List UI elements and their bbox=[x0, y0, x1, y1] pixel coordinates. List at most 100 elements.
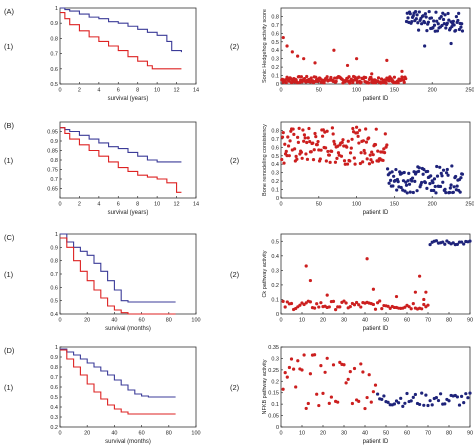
data-point-blue bbox=[457, 27, 462, 32]
data-point-red bbox=[334, 79, 338, 83]
x-tick-label: 30 bbox=[341, 431, 347, 437]
data-point-red bbox=[350, 401, 354, 406]
row-label: (A) bbox=[4, 7, 15, 16]
data-point-red bbox=[296, 140, 300, 144]
data-point-red bbox=[422, 302, 426, 307]
y-axis-label: Bone remodeling consistency bbox=[262, 124, 268, 196]
data-point-red bbox=[287, 154, 291, 158]
data-point-blue bbox=[423, 21, 427, 25]
data-point-red bbox=[336, 400, 340, 404]
data-point-red bbox=[362, 148, 366, 153]
data-point-blue bbox=[447, 399, 451, 403]
data-point-blue bbox=[395, 188, 399, 192]
data-point-red bbox=[280, 157, 284, 162]
data-point-blue bbox=[456, 18, 460, 23]
x-tick-label: 60 bbox=[139, 431, 145, 437]
data-point-red bbox=[313, 353, 317, 357]
data-point-red bbox=[365, 157, 369, 161]
x-tick-label: 20 bbox=[84, 318, 90, 324]
data-point-blue bbox=[402, 170, 406, 175]
y-tick-label: 0.8 bbox=[50, 365, 58, 371]
x-tick-label: 20 bbox=[320, 318, 326, 324]
data-point-blue bbox=[403, 401, 407, 405]
data-point-red bbox=[382, 147, 386, 151]
data-point-red bbox=[388, 306, 392, 310]
data-point-blue bbox=[387, 181, 391, 185]
data-point-blue bbox=[423, 12, 427, 16]
data-point-red bbox=[361, 139, 366, 143]
data-point-red bbox=[383, 132, 387, 136]
y-tick-label: 0.6 bbox=[50, 285, 58, 291]
data-point-blue bbox=[446, 11, 450, 16]
data-point-red bbox=[400, 75, 404, 79]
y-tick-label: 0.4 bbox=[271, 48, 279, 54]
data-point-red bbox=[328, 160, 332, 164]
data-point-red bbox=[329, 75, 333, 80]
y-tick-label: 0.9 bbox=[50, 21, 58, 27]
x-tick-label: 150 bbox=[390, 202, 399, 208]
data-point-red bbox=[330, 126, 335, 130]
data-point-red bbox=[319, 148, 323, 152]
data-point-red bbox=[376, 149, 380, 153]
x-tick-label: 60 bbox=[139, 318, 145, 324]
data-point-blue bbox=[415, 189, 419, 193]
data-point-red bbox=[283, 142, 287, 146]
data-point-blue bbox=[406, 179, 410, 183]
data-point-blue bbox=[418, 402, 422, 407]
data-point-blue bbox=[446, 173, 450, 177]
data-point-red bbox=[352, 156, 356, 160]
y-tick-label: 0.6 bbox=[50, 67, 58, 73]
data-point-blue bbox=[454, 15, 458, 19]
y-tick-label: 0 bbox=[276, 312, 279, 318]
data-point-red bbox=[281, 299, 285, 303]
data-point-red bbox=[411, 302, 415, 306]
data-point-red bbox=[359, 151, 363, 155]
y-tick-label: 0.7 bbox=[50, 52, 58, 58]
y-tick-label: 0.9 bbox=[50, 355, 58, 361]
data-point-blue bbox=[468, 239, 472, 243]
data-point-red bbox=[380, 307, 384, 311]
data-point-blue bbox=[439, 171, 443, 176]
data-point-blue bbox=[407, 182, 412, 186]
data-point-blue bbox=[459, 176, 463, 180]
data-point-red bbox=[319, 364, 323, 368]
data-point-red bbox=[312, 148, 316, 152]
data-point-blue bbox=[450, 24, 454, 29]
survival-curve-red bbox=[60, 12, 182, 70]
x-tick-label: 80 bbox=[446, 318, 452, 324]
data-point-red bbox=[314, 135, 318, 139]
y-tick-label: 0.9 bbox=[50, 245, 58, 251]
data-point-red bbox=[357, 75, 361, 79]
x-tick-label: 200 bbox=[428, 88, 437, 94]
panel-label: (1) bbox=[4, 383, 14, 392]
x-tick-label: 0 bbox=[279, 202, 282, 208]
data-point-red bbox=[336, 144, 340, 148]
data-point-blue bbox=[405, 191, 409, 195]
data-point-red bbox=[387, 79, 391, 83]
data-point-red bbox=[345, 145, 349, 149]
data-point-red bbox=[367, 136, 371, 140]
data-point-red bbox=[357, 141, 361, 145]
data-point-blue bbox=[439, 15, 443, 19]
data-point-red bbox=[286, 135, 290, 139]
data-point-red bbox=[305, 74, 309, 79]
data-point-blue bbox=[443, 242, 447, 246]
x-tick-label: 0 bbox=[58, 88, 61, 94]
data-point-red bbox=[316, 139, 320, 144]
x-tick-label: 0 bbox=[58, 202, 61, 208]
data-point-red bbox=[285, 154, 289, 158]
data-point-red bbox=[285, 300, 289, 304]
data-point-red bbox=[309, 150, 313, 154]
data-point-red bbox=[426, 303, 430, 307]
y-tick-label: 0.1 bbox=[271, 402, 279, 408]
x-tick-label: 100 bbox=[191, 318, 200, 324]
data-point-blue bbox=[430, 403, 434, 407]
data-point-blue bbox=[416, 28, 421, 32]
data-point-red bbox=[342, 299, 346, 303]
data-point-blue bbox=[428, 399, 432, 403]
data-point-blue bbox=[454, 28, 458, 33]
x-tick-label: 50 bbox=[316, 202, 322, 208]
data-point-red bbox=[424, 290, 428, 294]
data-point-red bbox=[331, 132, 335, 136]
data-point-blue bbox=[415, 13, 419, 17]
